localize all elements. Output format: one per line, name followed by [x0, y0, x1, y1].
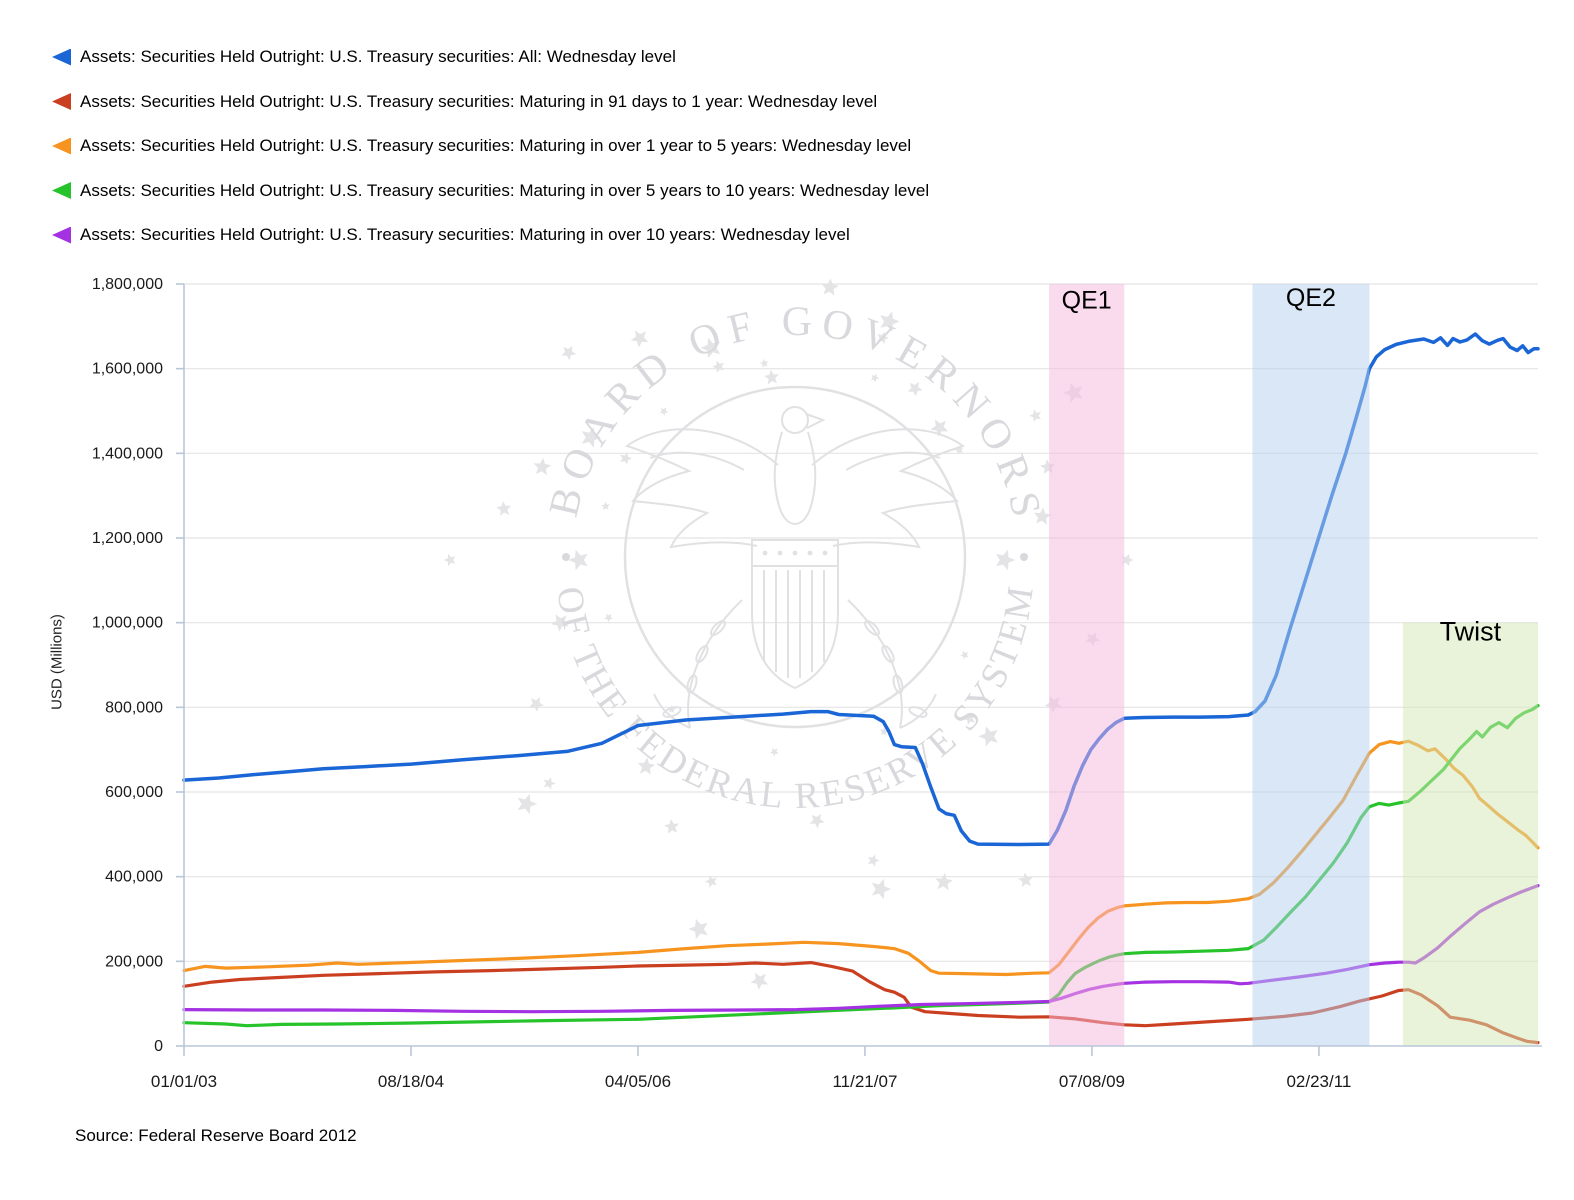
star-icon — [770, 747, 779, 757]
x-tick-label: 04/05/06 — [605, 1072, 671, 1091]
star-icon — [877, 331, 889, 344]
star-icon — [954, 445, 964, 455]
band-label-twist: Twist — [1440, 616, 1502, 646]
y-tick-label: 0 — [154, 1038, 163, 1055]
star-icon — [879, 727, 889, 736]
star-icon — [551, 614, 569, 632]
star-icon — [712, 360, 725, 373]
watermark-bottom-text: OF THE FEDERAL RESERVE SYSTEM — [548, 584, 1041, 817]
legend-item: Assets: Securities Held Outright: U.S. T… — [52, 92, 929, 112]
federal-reserve-seal-watermark: BOARD OF GOVERNORS OF THE FEDERAL RESERV… — [443, 278, 1134, 990]
star-icon — [1033, 507, 1052, 525]
star-icon — [963, 712, 975, 725]
olive-branch-icon — [653, 599, 743, 729]
star-icon — [1018, 872, 1033, 888]
y-tick-label: 1,600,000 — [92, 361, 163, 378]
legend: Assets: Securities Held Outright: U.S. T… — [52, 47, 929, 245]
band-twist — [1402, 622, 1538, 1046]
eagle-icon — [624, 406, 966, 549]
star-icon — [759, 358, 769, 368]
legend-item: Assets: Securities Held Outright: U.S. T… — [52, 181, 929, 201]
star-icon — [630, 330, 649, 348]
legend-item-label: Assets: Securities Held Outright: U.S. T… — [80, 180, 930, 200]
star-icon — [907, 381, 923, 397]
band-qe2 — [1252, 284, 1370, 1046]
star-icon — [659, 407, 669, 416]
star-icon — [870, 373, 880, 383]
watermark-stars-icon — [443, 278, 1134, 990]
legend-item-label: Assets: Securities Held Outright: U.S. T… — [80, 47, 676, 66]
star-icon — [821, 278, 839, 296]
star-icon — [443, 553, 456, 567]
y-tick-label: 1,000,000 — [92, 615, 163, 632]
star-icon — [667, 704, 677, 714]
star-icon — [601, 501, 610, 511]
watermark-top-text: BOARD OF GOVERNORS — [541, 299, 1049, 521]
star-icon — [995, 549, 1016, 571]
policy-bands — [1049, 284, 1538, 1046]
y-tick-label: 400,000 — [105, 869, 163, 886]
star-icon — [871, 878, 892, 900]
legend-item: Assets: Securities Held Outright: U.S. T… — [52, 47, 929, 67]
axis-labels: QE1 QE2 Twist 0 200,000 400,000 600,000 800,000… — [92, 276, 1502, 1091]
star-icon — [581, 427, 602, 448]
oak-branch-icon — [847, 599, 937, 729]
star-icon — [664, 818, 679, 834]
band-qe1 — [1049, 284, 1125, 1046]
star-icon — [543, 777, 556, 790]
shield-icon — [751, 539, 839, 690]
star-icon — [750, 972, 769, 990]
star-icon — [533, 457, 552, 476]
star-icon — [1121, 553, 1134, 567]
x-tick-label: 02/23/11 — [1286, 1072, 1351, 1091]
x-tick-label: 01/01/03 — [151, 1072, 217, 1091]
axes — [176, 283, 1542, 1056]
star-icon — [700, 337, 721, 358]
x-tick-label: 11/21/07 — [832, 1072, 897, 1091]
legend-item-label: Assets: Securities Held Outright: U.S. T… — [80, 136, 912, 155]
star-icon — [867, 854, 880, 867]
star-icon — [561, 345, 577, 361]
star-icon — [960, 650, 969, 660]
legend-item: Assets: Securities Held Outright: U.S. T… — [52, 225, 929, 245]
x-tick-label: 08/18/04 — [378, 1072, 444, 1091]
source-note: Source: Federal Reserve Board 2012 — [75, 1126, 357, 1145]
y-tick-label: 800,000 — [105, 699, 163, 716]
legend-item: Assets: Securities Held Outright: U.S. T… — [52, 136, 929, 156]
star-icon — [568, 549, 588, 571]
star-icon — [1029, 409, 1041, 422]
star-icon — [935, 872, 953, 891]
legend-item-label: Assets: Securities Held Outright: U.S. T… — [80, 91, 878, 111]
star-icon — [764, 369, 779, 385]
star-icon — [688, 918, 708, 940]
y-tick-label: 200,000 — [105, 953, 163, 970]
star-icon — [604, 613, 613, 623]
star-icon — [880, 311, 900, 332]
watermark-inner-circle — [623, 385, 967, 729]
y-tick-label: 1,800,000 — [92, 276, 163, 293]
star-icon — [637, 757, 656, 775]
y-tick-label: 1,400,000 — [92, 445, 163, 462]
x-tick-label: 07/08/09 — [1059, 1072, 1125, 1091]
y-tick-label: 1,200,000 — [92, 530, 163, 547]
star-icon — [529, 697, 544, 712]
star-icon — [517, 793, 538, 815]
star-icon — [809, 813, 825, 829]
star-icon — [930, 419, 948, 437]
star-icon — [620, 452, 632, 465]
band-label-qe1: QE1 — [1062, 287, 1112, 315]
y-tick-label: 600,000 — [105, 784, 163, 801]
band-label-qe2: QE2 — [1286, 284, 1336, 312]
star-icon — [978, 726, 998, 747]
star-icon — [496, 501, 512, 516]
legend-item-label: Assets: Securities Held Outright: U.S. T… — [80, 225, 850, 244]
star-icon — [704, 875, 717, 888]
